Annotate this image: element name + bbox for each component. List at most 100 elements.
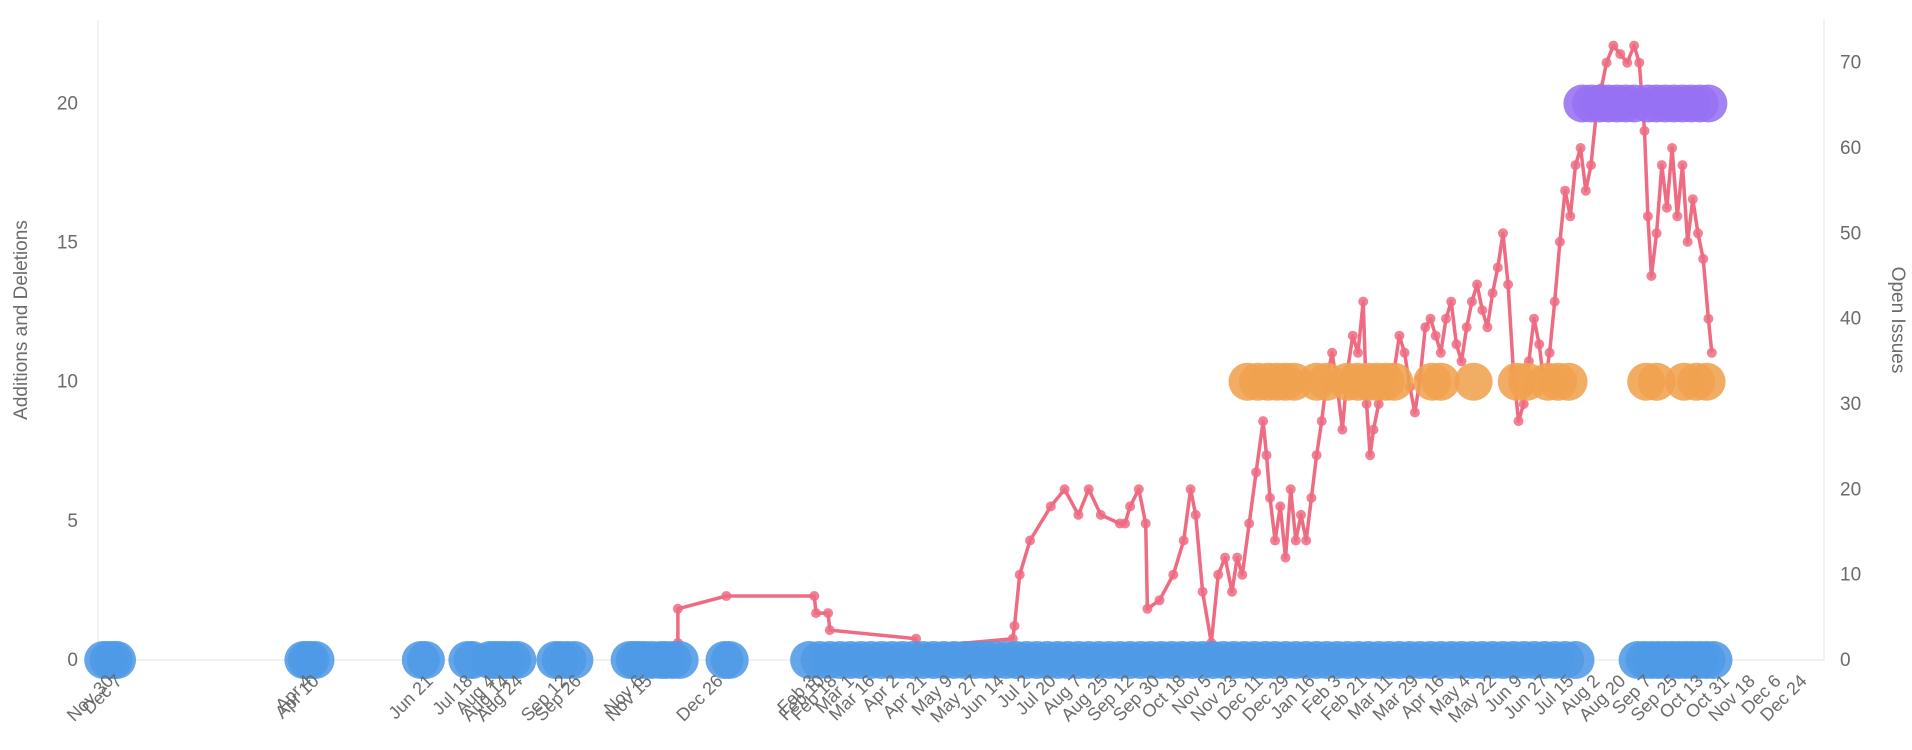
open-issues-point <box>1661 202 1672 213</box>
open-issues-point <box>1347 330 1358 341</box>
open-issues-point <box>1472 279 1483 290</box>
commit-bubble <box>1637 362 1676 401</box>
y-right-tick-label: 40 <box>1840 309 1861 330</box>
open-issues-point <box>1025 535 1035 546</box>
open-issues-point <box>1270 535 1281 546</box>
open-issues-point <box>1265 492 1275 503</box>
open-issues-point <box>1529 313 1539 324</box>
open-issues-point <box>1316 416 1327 427</box>
open-issues-point <box>1232 552 1243 563</box>
open-issues-point <box>1059 484 1070 495</box>
open-issues-point <box>1045 501 1056 512</box>
open-issues-point <box>1399 347 1410 358</box>
commit-bubble <box>710 641 749 679</box>
open-issues-point <box>672 603 683 614</box>
open-issues-point <box>1560 185 1571 196</box>
open-issues-point <box>1154 595 1165 606</box>
open-issues-point <box>1477 305 1488 316</box>
open-issues-point <box>1073 509 1084 520</box>
open-issues-point <box>1361 399 1372 409</box>
open-issues-point <box>1358 296 1369 307</box>
plot-frame <box>97 20 1825 661</box>
y-left-tick-label: 20 <box>57 93 78 114</box>
open-issues-point <box>1513 416 1524 427</box>
open-issues-point <box>1706 347 1717 358</box>
open-issues-point <box>1185 484 1196 495</box>
series-layer <box>84 40 1733 679</box>
y-right-tick-label: 70 <box>1840 53 1861 74</box>
open-issues-point <box>1565 211 1576 222</box>
open-issues-point <box>1125 501 1136 512</box>
open-issues-point <box>721 591 732 601</box>
open-issues-point <box>1534 339 1545 350</box>
open-issues-point <box>1296 509 1306 520</box>
series-group <box>1563 84 1728 123</box>
y-left-tick-label: 10 <box>57 372 78 393</box>
commit-bubble <box>406 641 445 679</box>
open-issues-point <box>1487 288 1498 299</box>
open-issues-point <box>1656 160 1667 171</box>
open-issues-point <box>1213 569 1224 580</box>
open-issues-point <box>1244 518 1255 529</box>
open-issues-point <box>1639 125 1650 136</box>
open-issues-point <box>1373 399 1384 409</box>
open-issues-point <box>1420 322 1431 333</box>
commit-bubble <box>1549 362 1588 401</box>
series-group <box>1228 362 1726 401</box>
commit-bubble <box>1375 362 1414 401</box>
open-issues-point <box>1237 569 1248 580</box>
open-issues-point <box>1227 586 1237 597</box>
open-issues-point <box>1608 40 1619 51</box>
open-issues-point <box>1642 211 1653 222</box>
open-issues-point <box>1083 484 1094 495</box>
open-issues-point <box>1601 57 1612 68</box>
open-issues-point <box>1651 228 1662 239</box>
y-right-tick-label: 0 <box>1840 650 1851 671</box>
commit-bubble <box>1556 641 1595 679</box>
open-issues-point <box>1693 228 1703 239</box>
open-issues-point <box>1456 356 1467 367</box>
open-issues-point <box>1518 399 1529 409</box>
open-issues-point <box>1554 236 1565 247</box>
open-issues-point <box>811 608 821 619</box>
open-issues-point <box>1133 484 1144 495</box>
open-issues-point <box>1435 347 1446 358</box>
commit-bubble <box>1689 84 1728 123</box>
commit-bubble <box>296 641 335 679</box>
y-right-tick-label: 50 <box>1840 223 1861 244</box>
open-issues-point <box>1220 552 1231 563</box>
series-group <box>84 641 1733 679</box>
open-issues-point <box>1682 236 1693 247</box>
open-issues-point <box>1441 313 1451 324</box>
y-right-tick-label: 20 <box>1840 479 1861 500</box>
open-issues-point <box>1482 322 1493 333</box>
open-issues-point <box>1014 569 1025 580</box>
open-issues-point <box>1667 143 1678 153</box>
y-left-ticks: 0 5 10 15 20 <box>57 93 78 671</box>
open-issues-point <box>1261 450 1272 461</box>
open-issues-point <box>1409 407 1420 418</box>
open-issues-point <box>1168 569 1179 580</box>
open-issues-point <box>1327 347 1338 358</box>
open-issues-point <box>1190 509 1201 520</box>
open-issues-point <box>1197 586 1208 597</box>
open-issues-point <box>1466 296 1477 307</box>
open-issues-point <box>1368 424 1379 435</box>
y-right-tick-label: 60 <box>1840 138 1861 159</box>
open-issues-point <box>1703 313 1714 324</box>
open-issues-point <box>823 608 834 619</box>
open-issues-point <box>1251 467 1262 478</box>
open-issues-point <box>1503 279 1514 290</box>
open-issues-point <box>1095 509 1106 520</box>
open-issues-point <box>1492 262 1503 273</box>
open-issues-point <box>1615 49 1626 60</box>
y-right-ticks: 0 10 20 30 40 50 60 70 <box>1840 53 1861 671</box>
open-issues-point <box>1622 57 1633 68</box>
y-left-tick-label: 5 <box>67 511 78 532</box>
y-right-tick-label: 10 <box>1840 565 1861 586</box>
open-issues-point <box>1178 535 1189 546</box>
open-issues-point <box>1451 339 1462 350</box>
